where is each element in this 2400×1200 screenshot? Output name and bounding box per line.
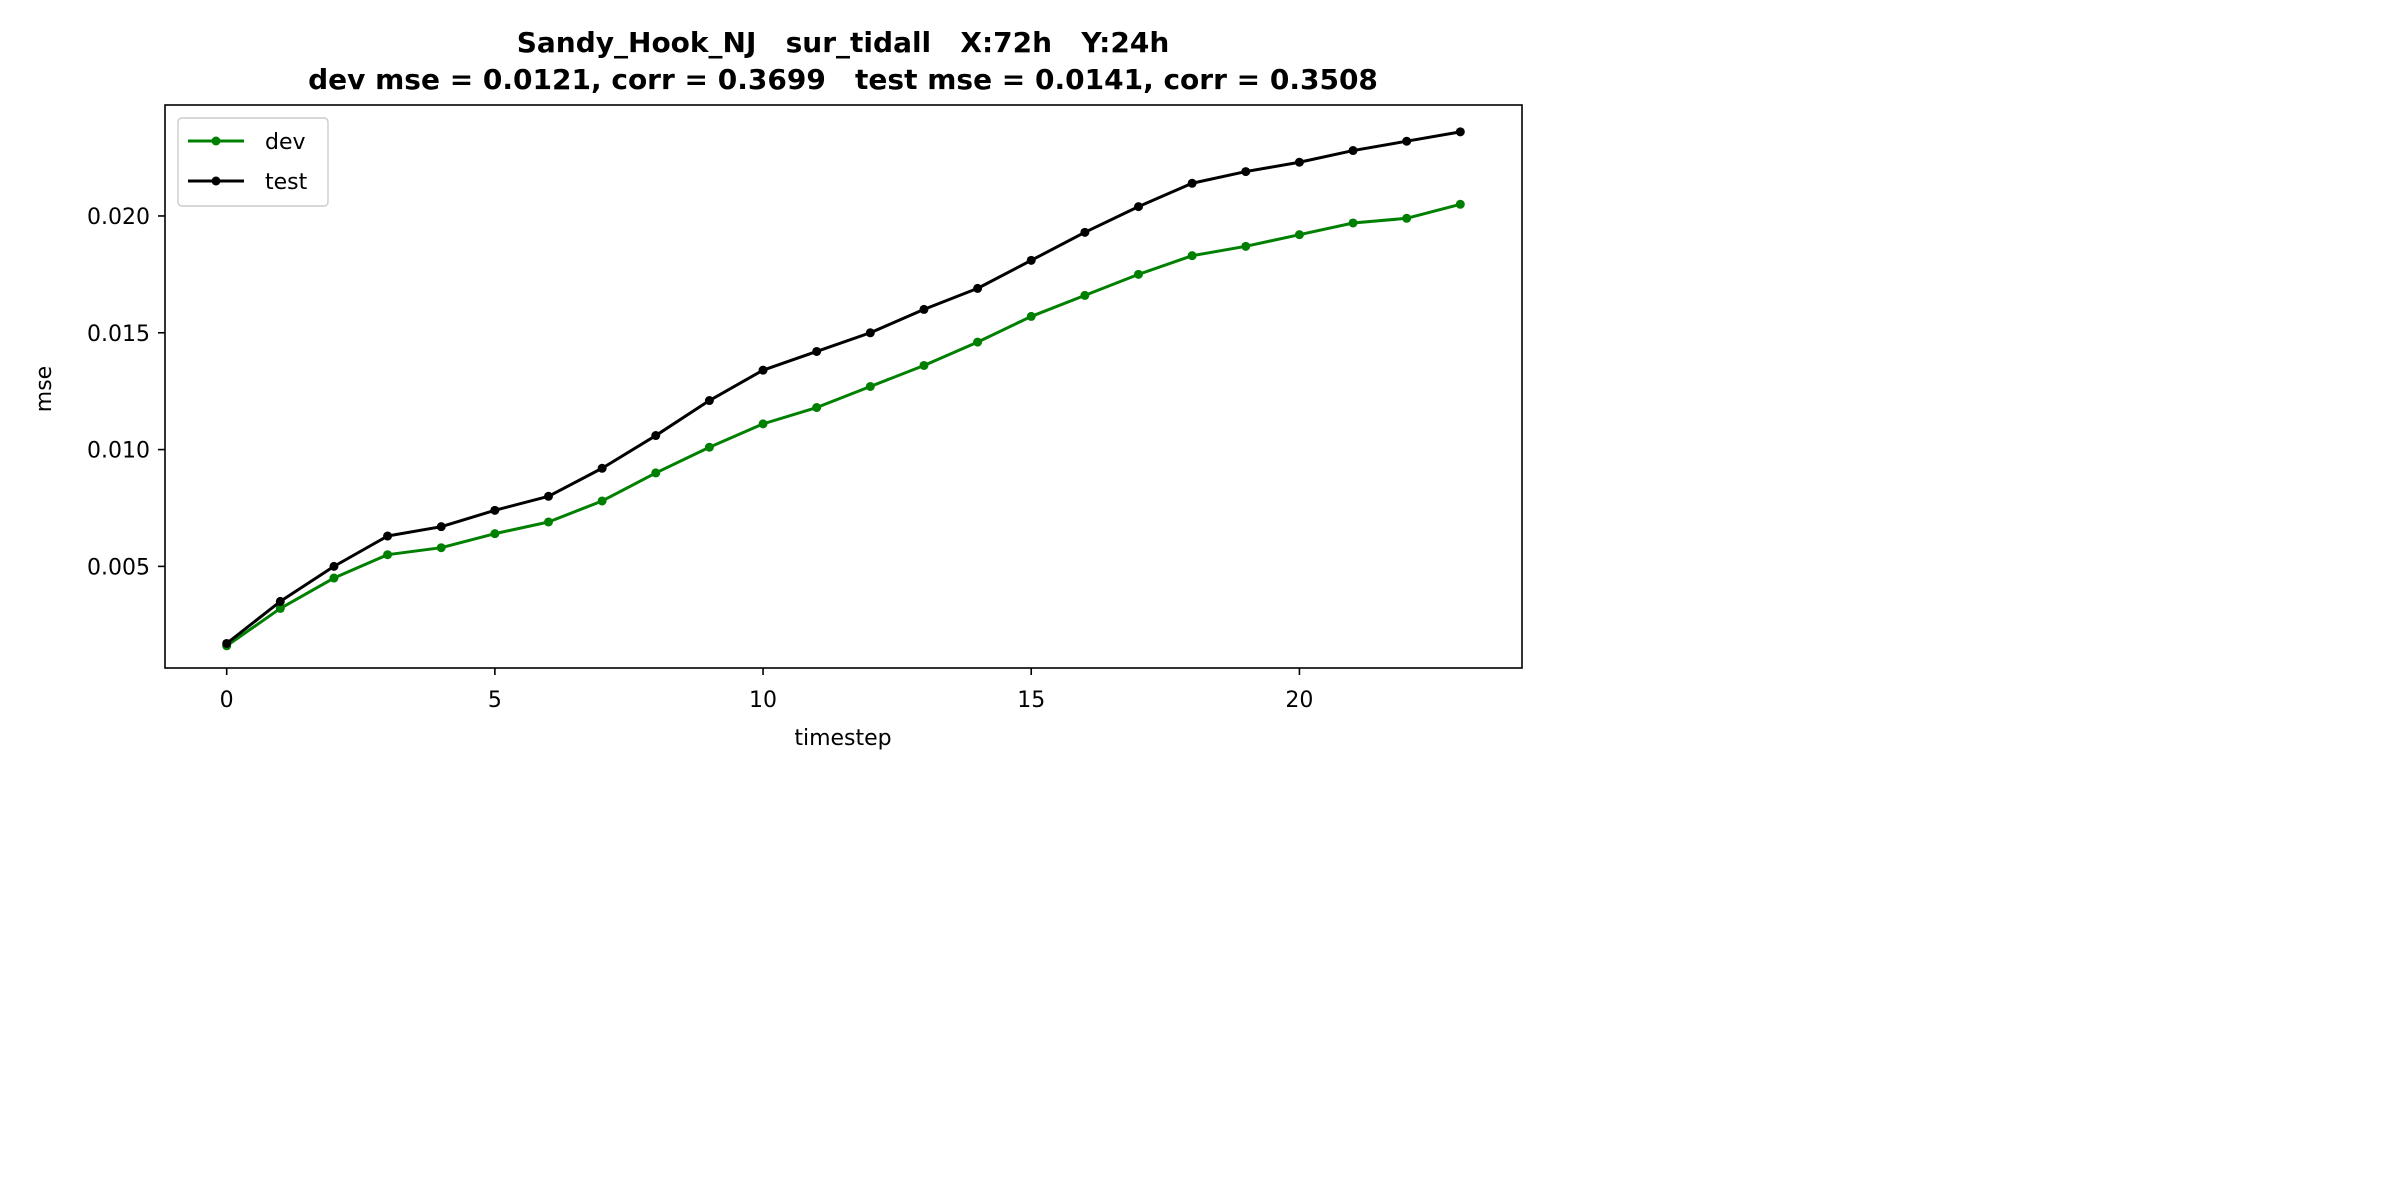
data-point-test-14 <box>973 283 983 293</box>
series-dev <box>222 199 1465 651</box>
data-point-dev-8 <box>651 468 661 478</box>
series-test <box>222 127 1465 648</box>
data-point-test-6 <box>544 491 553 501</box>
data-point-dev-9 <box>704 442 714 452</box>
data-point-dev-17 <box>1134 269 1143 279</box>
y-tick-label-3: 0.020 <box>87 205 150 230</box>
data-point-dev-13 <box>919 360 929 370</box>
data-point-dev-15 <box>1026 311 1036 321</box>
data-point-dev-12 <box>865 382 875 391</box>
data-point-test-8 <box>651 431 661 441</box>
series-line-test <box>225 130 1462 645</box>
data-point-dev-23 <box>1455 199 1465 209</box>
data-point-test-11 <box>812 346 822 356</box>
data-point-dev-5 <box>490 529 500 539</box>
data-point-test-22 <box>1402 136 1412 146</box>
chart: Sandy_Hook_NJ sur_tidall X:72h Y:24h dev… <box>32 26 1523 751</box>
y-tick-label-1: 0.010 <box>87 439 150 464</box>
data-point-dev-16 <box>1080 290 1090 300</box>
x-tick-label-4: 20 <box>1285 688 1313 713</box>
data-point-dev-14 <box>973 337 983 347</box>
data-point-dev-22 <box>1402 213 1412 223</box>
data-point-dev-6 <box>544 517 553 527</box>
data-point-test-10 <box>758 365 768 375</box>
data-point-dev-3 <box>383 550 393 560</box>
data-point-test-9 <box>704 396 714 406</box>
data-point-test-3 <box>383 531 393 541</box>
data-point-test-1 <box>275 596 285 606</box>
data-point-dev-21 <box>1348 218 1358 228</box>
data-point-test-4 <box>436 522 446 532</box>
legend-marker-dev <box>211 136 221 146</box>
x-axis-label: timestep <box>794 726 891 751</box>
data-point-test-12 <box>865 328 875 338</box>
x-tick-label-3: 15 <box>1017 688 1045 713</box>
data-point-dev-11 <box>812 403 822 413</box>
data-point-test-18 <box>1187 178 1197 188</box>
data-point-test-0 <box>222 638 232 648</box>
data-point-test-7 <box>597 463 607 473</box>
data-point-test-17 <box>1134 202 1143 212</box>
x-axis: 0 5 10 15 20 <box>220 668 1313 713</box>
data-point-dev-10 <box>758 419 768 429</box>
data-point-dev-18 <box>1187 251 1197 261</box>
data-point-test-5 <box>490 505 500 515</box>
x-tick-label-0: 0 <box>220 688 234 713</box>
data-point-test-20 <box>1294 157 1304 167</box>
x-tick-label-2: 10 <box>749 688 777 713</box>
y-tick-label-0: 0.005 <box>87 555 150 580</box>
y-tick-label-2: 0.015 <box>87 322 150 347</box>
data-point-test-2 <box>329 561 339 571</box>
legend: dev test <box>177 117 329 207</box>
series-layer <box>222 127 1465 651</box>
data-point-test-13 <box>919 304 929 314</box>
data-point-test-19 <box>1241 167 1251 177</box>
legend-marker-test <box>211 176 221 186</box>
x-tick-label-1: 5 <box>488 688 502 713</box>
y-axis: 0.005 0.010 0.015 0.020 <box>87 205 165 580</box>
data-point-dev-19 <box>1241 241 1251 251</box>
data-point-dev-20 <box>1294 230 1304 240</box>
chart-subtitle: dev mse = 0.0121, corr = 0.3699 test mse… <box>308 63 1378 96</box>
data-point-test-21 <box>1348 146 1358 156</box>
series-line-dev <box>225 202 1462 648</box>
data-point-test-16 <box>1080 227 1090 237</box>
data-point-dev-2 <box>329 573 339 583</box>
data-point-dev-4 <box>436 543 446 553</box>
data-point-test-15 <box>1026 255 1036 265</box>
data-point-test-23 <box>1455 127 1465 137</box>
legend-label-test: test <box>265 170 308 195</box>
data-point-dev-7 <box>597 496 607 506</box>
y-axis-label: mse <box>32 366 57 412</box>
plot-frame <box>164 104 1523 669</box>
chart-title: Sandy_Hook_NJ sur_tidall X:72h Y:24h <box>517 26 1170 59</box>
data-point-dev-1 <box>275 603 285 613</box>
legend-label-dev: dev <box>265 130 306 155</box>
